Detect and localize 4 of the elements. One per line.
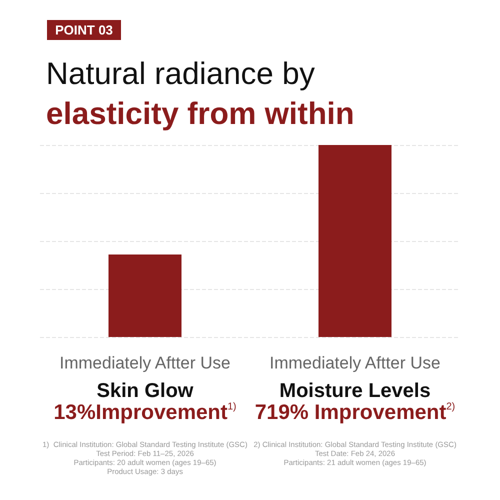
- chart-subtitle: POINT 03: [55, 22, 113, 38]
- x-tick-label: Immediately Aftter Use Moisture Levels: [269, 354, 441, 402]
- x-tick-label: Immediately Aftter Use Skin Glow: [59, 354, 231, 402]
- chart-title: Natural radiance by elasticity from within: [46, 56, 354, 131]
